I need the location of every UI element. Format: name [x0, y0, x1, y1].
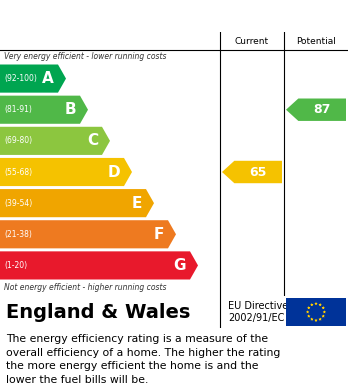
Polygon shape — [0, 251, 198, 280]
Text: G: G — [174, 258, 186, 273]
Polygon shape — [307, 306, 310, 309]
Text: (69-80): (69-80) — [4, 136, 32, 145]
Polygon shape — [322, 314, 325, 317]
Polygon shape — [323, 310, 326, 314]
Text: D: D — [108, 165, 120, 179]
Polygon shape — [318, 303, 322, 306]
Text: (1-20): (1-20) — [4, 261, 27, 270]
Polygon shape — [0, 158, 132, 186]
Polygon shape — [322, 306, 325, 309]
Polygon shape — [307, 314, 310, 317]
Text: Not energy efficient - higher running costs: Not energy efficient - higher running co… — [4, 283, 166, 292]
Text: (21-38): (21-38) — [4, 230, 32, 239]
Polygon shape — [0, 127, 110, 155]
Polygon shape — [0, 65, 66, 93]
Text: 87: 87 — [314, 103, 331, 116]
Text: B: B — [64, 102, 76, 117]
Text: The energy efficiency rating is a measure of the
overall efficiency of a home. T: The energy efficiency rating is a measur… — [6, 334, 280, 385]
Text: EU Directive
2002/91/EC: EU Directive 2002/91/EC — [228, 301, 288, 323]
Polygon shape — [0, 96, 88, 124]
Text: E: E — [132, 196, 142, 211]
Polygon shape — [314, 302, 318, 305]
Polygon shape — [310, 317, 314, 321]
Text: Potential: Potential — [296, 36, 336, 45]
Polygon shape — [310, 303, 314, 306]
Text: F: F — [153, 227, 164, 242]
Polygon shape — [314, 319, 318, 322]
Text: Current: Current — [235, 36, 269, 45]
Text: Very energy efficient - lower running costs: Very energy efficient - lower running co… — [4, 52, 166, 61]
Polygon shape — [222, 161, 282, 183]
Polygon shape — [0, 189, 154, 217]
Text: (39-54): (39-54) — [4, 199, 32, 208]
Text: C: C — [87, 133, 98, 148]
Text: A: A — [42, 71, 54, 86]
Text: Energy Efficiency Rating: Energy Efficiency Rating — [8, 9, 218, 23]
Polygon shape — [318, 317, 322, 321]
Polygon shape — [306, 310, 309, 314]
Text: (55-68): (55-68) — [4, 167, 32, 176]
FancyBboxPatch shape — [286, 298, 346, 326]
Text: (92-100): (92-100) — [4, 74, 37, 83]
Text: 65: 65 — [250, 165, 267, 179]
Polygon shape — [0, 220, 176, 248]
Text: England & Wales: England & Wales — [6, 303, 190, 321]
Polygon shape — [286, 99, 346, 121]
Text: (81-91): (81-91) — [4, 105, 32, 114]
